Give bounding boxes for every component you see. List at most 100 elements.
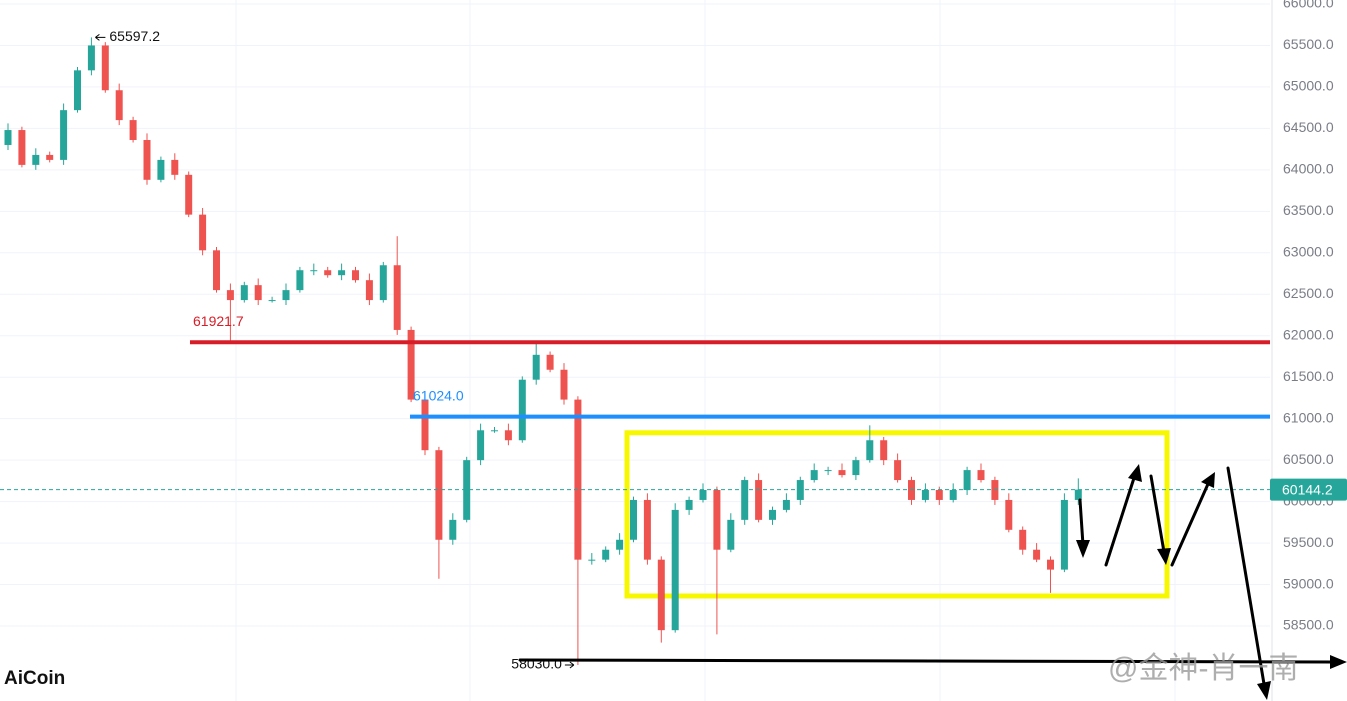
candle-body xyxy=(824,470,832,472)
candle-body xyxy=(838,470,846,476)
candle-body xyxy=(546,354,554,370)
candle-body xyxy=(518,379,526,441)
candle-body xyxy=(296,270,304,291)
hand-arrows xyxy=(518,464,1347,700)
y-tick-label: 59500.0 xyxy=(1283,534,1334,550)
candle-body xyxy=(282,290,290,301)
candle-body xyxy=(185,174,193,215)
candle-body xyxy=(1019,529,1027,550)
candle-body xyxy=(727,519,735,550)
candle-body xyxy=(699,490,707,500)
candle-body xyxy=(935,490,943,500)
candle-body xyxy=(18,130,26,165)
candle-body xyxy=(477,430,485,461)
candle-body xyxy=(602,549,610,560)
candle-body xyxy=(324,270,332,276)
plot: 58500.059000.059500.060000.060500.061000… xyxy=(0,0,1347,672)
candle-body xyxy=(685,499,693,510)
candle-body xyxy=(4,130,12,145)
price-tag xyxy=(1270,478,1347,501)
candle-body xyxy=(616,539,624,550)
candle-body xyxy=(87,45,95,71)
y-tick-label: 60500.0 xyxy=(1283,451,1334,467)
candle-body xyxy=(60,110,68,160)
y-tick-label: 65000.0 xyxy=(1283,78,1334,94)
candle-body xyxy=(310,270,318,272)
candle-body xyxy=(338,270,346,276)
candle-body xyxy=(880,440,888,461)
candle-body xyxy=(491,430,498,432)
level-label: 61024.0 xyxy=(413,387,464,403)
candle-body xyxy=(365,280,373,301)
candle-body xyxy=(352,270,359,281)
y-tick-label: 62000.0 xyxy=(1283,326,1334,342)
candle-body xyxy=(560,369,568,400)
candle-body xyxy=(143,140,151,180)
y-tick-label: 59000.0 xyxy=(1283,575,1334,591)
y-tick-label: 62500.0 xyxy=(1283,285,1334,301)
candle-body xyxy=(713,490,721,550)
candle-body xyxy=(921,490,929,500)
y-tick-label: 63500.0 xyxy=(1283,202,1334,218)
y-tick-label: 65500.0 xyxy=(1283,36,1334,52)
y-tick-label: 58500.0 xyxy=(1283,617,1334,633)
candle-body xyxy=(157,159,165,180)
y-tick-label: 64000.0 xyxy=(1283,161,1334,177)
candle-body xyxy=(115,90,123,121)
candle-body xyxy=(129,120,137,141)
candle-body xyxy=(268,300,276,302)
candle-body xyxy=(254,285,262,301)
candle-body xyxy=(782,499,790,510)
candle-body xyxy=(574,399,582,560)
candle-body xyxy=(1005,499,1013,530)
candle-body xyxy=(741,480,749,520)
candle-body xyxy=(643,499,651,560)
candle-body xyxy=(769,509,776,520)
candle-body xyxy=(1047,559,1054,570)
range-box xyxy=(624,430,1170,599)
candle-body xyxy=(1060,499,1068,570)
y-tick-label: 61000.0 xyxy=(1283,409,1334,425)
candle-body xyxy=(810,470,818,481)
annotation-arrow xyxy=(564,661,575,669)
candle-body xyxy=(463,460,471,520)
candle-body xyxy=(240,285,248,301)
candle-body xyxy=(393,265,401,330)
y-tick-label: 61500.0 xyxy=(1283,368,1334,384)
candle-body xyxy=(46,154,54,160)
candle-body xyxy=(963,470,971,491)
logo: AiCoin xyxy=(4,668,65,689)
high-annotation: 65597.2 xyxy=(109,28,160,44)
candle-body xyxy=(949,490,957,500)
candle-body xyxy=(657,559,665,631)
candle-body xyxy=(226,290,234,301)
candle-body xyxy=(1074,489,1082,500)
level-label: 61921.7 xyxy=(193,313,244,329)
candle-body xyxy=(755,480,763,520)
candle-body xyxy=(671,509,679,631)
candle-body xyxy=(449,519,457,540)
candle-body xyxy=(1033,549,1041,560)
candle-body xyxy=(101,45,109,91)
candle-body xyxy=(977,470,985,481)
candle-body xyxy=(435,450,443,540)
candle-body xyxy=(630,499,637,540)
candle-body xyxy=(199,214,207,251)
y-tick-label: 64500.0 xyxy=(1283,119,1334,135)
candle-body xyxy=(74,70,81,111)
candle-body xyxy=(588,559,596,561)
candle-body xyxy=(407,329,415,400)
low-annotation: 58030.0 xyxy=(511,656,562,672)
y-tick-label: 66000.0 xyxy=(1283,0,1334,11)
candle-body xyxy=(421,399,429,451)
watermark: @金神-肖一南 xyxy=(1108,652,1298,685)
candle-body xyxy=(379,265,387,301)
candle-body xyxy=(866,440,874,461)
candle-body xyxy=(532,354,540,380)
candle-body xyxy=(504,430,512,441)
candle-body xyxy=(894,460,902,481)
candle-body xyxy=(213,250,220,291)
annotation-arrow xyxy=(95,33,106,41)
candle-body xyxy=(171,159,179,175)
